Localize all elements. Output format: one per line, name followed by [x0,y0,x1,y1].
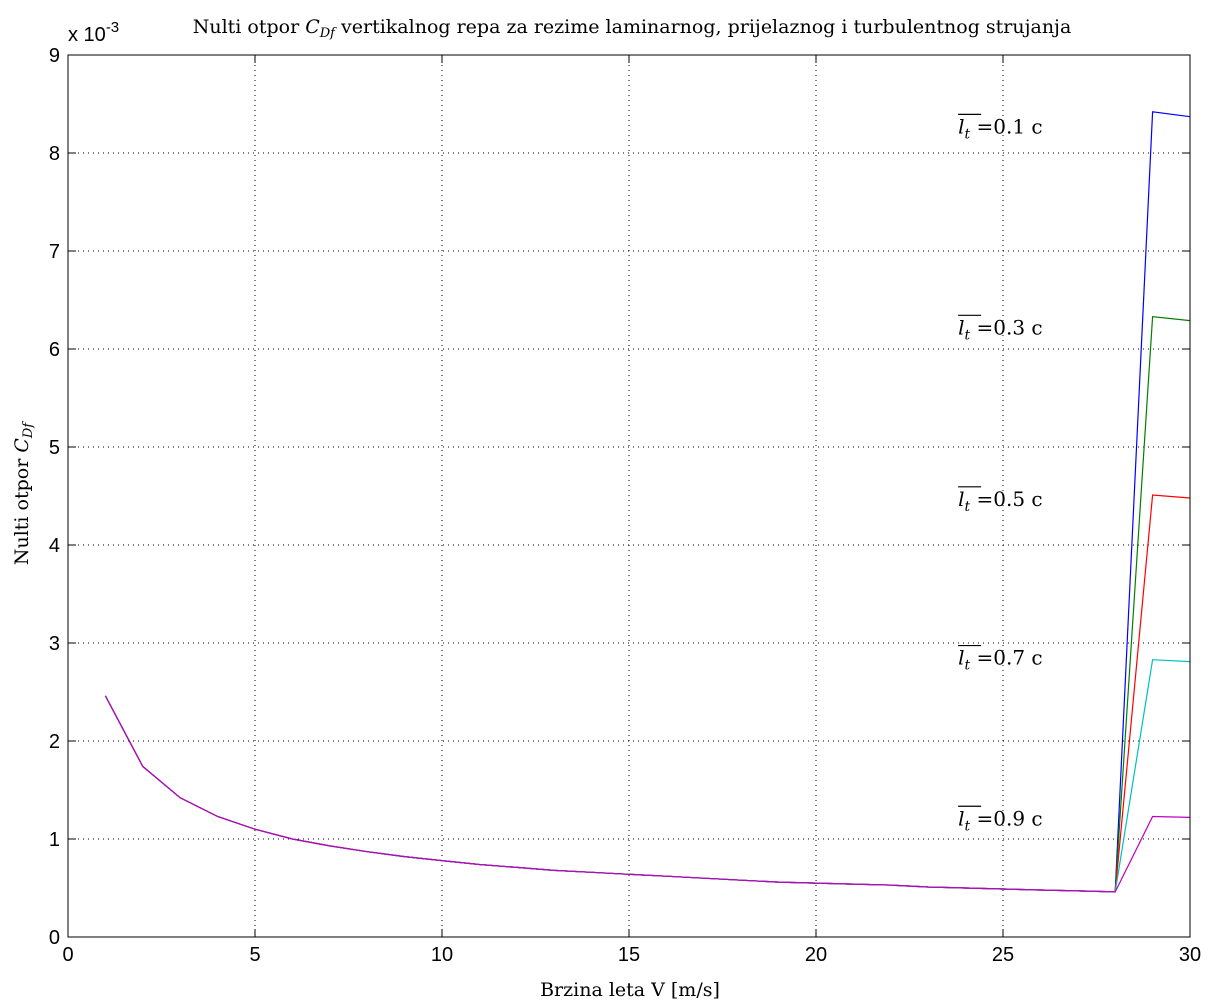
annotation-value: =0.7 c [970,646,1042,670]
annotation-symbol: l [958,646,964,670]
annotation-subscript: t [965,818,971,834]
y-tick-label: 0 [49,927,60,949]
annotation-text: lt =0.5 c [958,487,1043,515]
x-axis-label: Brzina leta V [m/s] [540,979,720,1001]
annotation-value: =0.3 c [970,315,1042,339]
annotation-text: lt =0.3 c [958,315,1043,343]
annotation-2: lt =0.3 c [958,314,1043,343]
title-pre: Nulti otpor [193,16,306,38]
y-label-pre: Nulti otpor [11,453,33,566]
y-tick-label: 6 [49,339,60,361]
x-tick-label: 25 [992,944,1014,966]
annotation-text: lt =0.9 c [958,806,1043,834]
y-tick-label: 1 [49,829,60,851]
y-scale-exponent: -3 [106,19,119,36]
x-tick-label: 10 [431,944,453,966]
y-tick-label: 5 [49,437,60,459]
annotation-subscript: t [965,658,971,674]
annotation-text: lt =0.1 c [958,114,1043,142]
x-tick-label: 5 [249,944,260,966]
annotation-subscript: t [965,327,971,343]
annotation-5: lt =0.9 c [958,805,1043,834]
annotations: lt =0.1 clt =0.3 clt =0.5 clt =0.7 clt =… [958,113,1043,834]
x-tick-label: 30 [1179,944,1201,966]
x-tick-label: 0 [62,944,73,966]
grid [68,55,1190,937]
annotation-value: =0.9 c [970,806,1042,830]
y-label-symbol: C [11,438,33,453]
y-tick-labels: 0 1 2 3 4 5 6 7 8 9 [49,45,60,949]
y-scale-base: x 10 [68,24,106,46]
annotation-value: =0.1 c [970,114,1042,138]
y-scale-factor: x 10-3 [68,19,119,46]
annotation-3: lt =0.5 c [958,486,1043,515]
title-subscript: Df [319,26,337,41]
annotation-subscript: t [965,126,971,142]
y-tick-label: 7 [49,241,60,263]
chart-title: Nulti otpor CDf vertikalnog repa za rezi… [193,16,1072,41]
annotation-1: lt =0.1 c [958,113,1043,142]
annotation-symbol: l [958,806,964,830]
annotation-4: lt =0.7 c [958,644,1043,674]
y-axis-label: Nulti otpor CDf [11,421,36,565]
annotation-text: lt =0.7 c [958,646,1043,674]
annotation-value: =0.5 c [970,487,1042,511]
title-post: vertikalnog repa za rezime laminarnog, p… [335,16,1071,38]
series-lines [104,111,1191,893]
axis-ticks [67,54,1191,938]
y-label-subscript: Df [21,421,36,439]
x-tick-label: 15 [618,944,640,966]
annotation-symbol: l [958,315,964,339]
y-tick-label: 9 [49,45,60,67]
series-line-5 [104,695,1191,893]
annotation-subscript: t [965,499,971,515]
x-tick-labels: 0 5 10 15 20 25 30 [62,944,1201,966]
annotation-symbol: l [958,114,964,138]
y-tick-label: 8 [49,143,60,165]
annotation-symbol: l [958,487,964,511]
y-tick-label: 3 [49,633,60,655]
x-tick-label: 20 [805,944,827,966]
y-tick-label: 4 [49,535,60,557]
y-tick-label: 2 [49,731,60,753]
title-symbol: C [305,16,320,38]
